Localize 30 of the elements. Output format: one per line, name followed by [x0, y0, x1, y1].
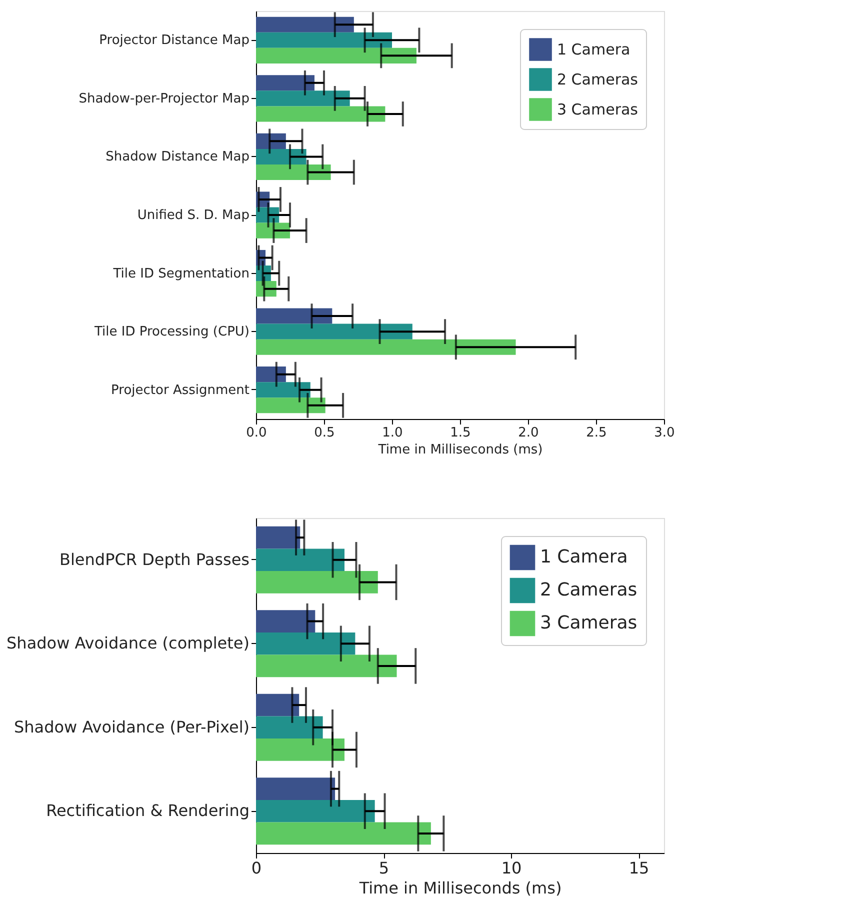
legend-label: 1 Camera	[557, 40, 630, 58]
x-tick-label: 2.0	[518, 426, 539, 440]
x-tick-label: 15	[628, 858, 650, 878]
y-tick-label: Rectification & Rendering	[46, 801, 250, 820]
legend-label: 3 Cameras	[557, 100, 638, 118]
y-tick-label: Unified S. D. Map	[137, 208, 250, 223]
x-tick-label: 10	[501, 858, 522, 878]
y-tick-label: Shadow Avoidance (Per-Pixel)	[14, 717, 250, 736]
y-tick-label: Projector Distance Map	[99, 33, 250, 48]
x-axis-title: Time in Milliseconds (ms)	[358, 878, 562, 898]
legend-label: 1 Camera	[540, 546, 628, 568]
x-tick-label: 0.5	[314, 426, 335, 440]
x-tick-label: 2.5	[586, 426, 607, 440]
x-tick-label: 0.0	[246, 426, 267, 440]
y-tick-label: Shadow Distance Map	[106, 150, 250, 165]
y-tick-label: Shadow-per-Projector Map	[78, 91, 250, 106]
legend-label: 3 Cameras	[540, 612, 638, 634]
legend-label: 2 Cameras	[557, 70, 638, 88]
x-tick-label: 3.0	[654, 426, 675, 440]
legend-label: 2 Cameras	[540, 580, 638, 600]
y-tick-label: BlendPCR Depth Passes	[60, 550, 250, 569]
x-axis-title: Time in Milliseconds (ms)	[377, 442, 543, 458]
x-tick-label: 1.0	[382, 426, 403, 440]
x-tick-label: 1.5	[450, 426, 471, 440]
y-tick-label: Projector Assignment	[111, 382, 250, 398]
y-tick-label: Tile ID Processing (CPU)	[94, 324, 250, 340]
y-tick-label: Shadow Avoidance (complete)	[6, 634, 250, 653]
x-tick-label: 0	[251, 858, 262, 878]
x-tick-label: 5	[378, 858, 390, 878]
y-tick-label: Tile ID Segmentation	[112, 266, 250, 282]
